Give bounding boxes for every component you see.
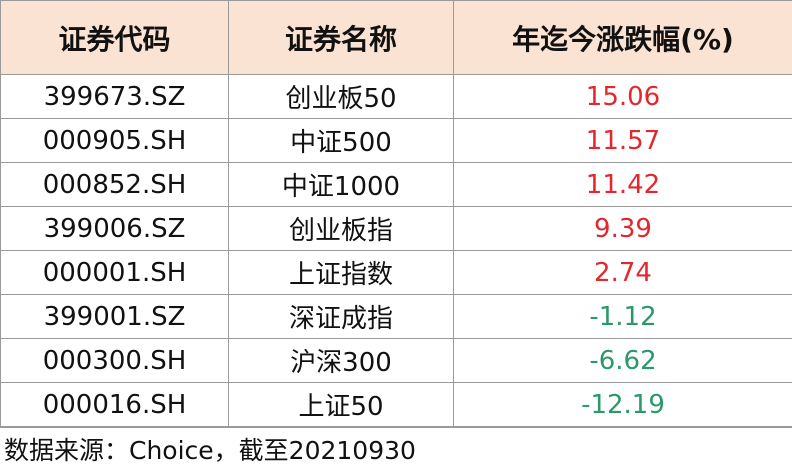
change-cell: -1.12 [454,295,792,339]
change-cell: -12.19 [454,383,792,427]
change-cell: 11.57 [454,119,792,163]
code-cell: 000852.SH [1,163,229,207]
name-cell: 中证1000 [229,163,454,207]
header-cell: 证券名称 [229,1,454,75]
code-cell: 000016.SH [1,383,229,427]
name-cell: 深证成指 [229,295,454,339]
header-row: 证券代码证券名称年迄今涨跌幅(%) [1,1,792,75]
code-cell: 000001.SH [1,251,229,295]
header-cell: 证券代码 [1,1,229,75]
header-cell: 年迄今涨跌幅(%) [454,1,792,75]
change-cell: 2.74 [454,251,792,295]
change-cell: 11.42 [454,163,792,207]
code-cell: 000300.SH [1,339,229,383]
name-cell: 创业板指 [229,207,454,251]
footer: 数据来源：Choice，截至20210930 [0,427,792,472]
change-cell: 9.39 [454,207,792,251]
name-cell: 创业板50 [229,75,454,119]
name-cell: 上证指数 [229,251,454,295]
code-cell: 399673.SZ [1,75,229,119]
name-cell: 沪深300 [229,339,454,383]
code-cell: 399001.SZ [1,295,229,339]
code-cell: 000905.SH [1,119,229,163]
name-cell: 上证50 [229,383,454,427]
change-cell: 15.06 [454,75,792,119]
name-cell: 中证500 [229,119,454,163]
code-cell: 399006.SZ [1,207,229,251]
change-cell: -6.62 [454,339,792,383]
